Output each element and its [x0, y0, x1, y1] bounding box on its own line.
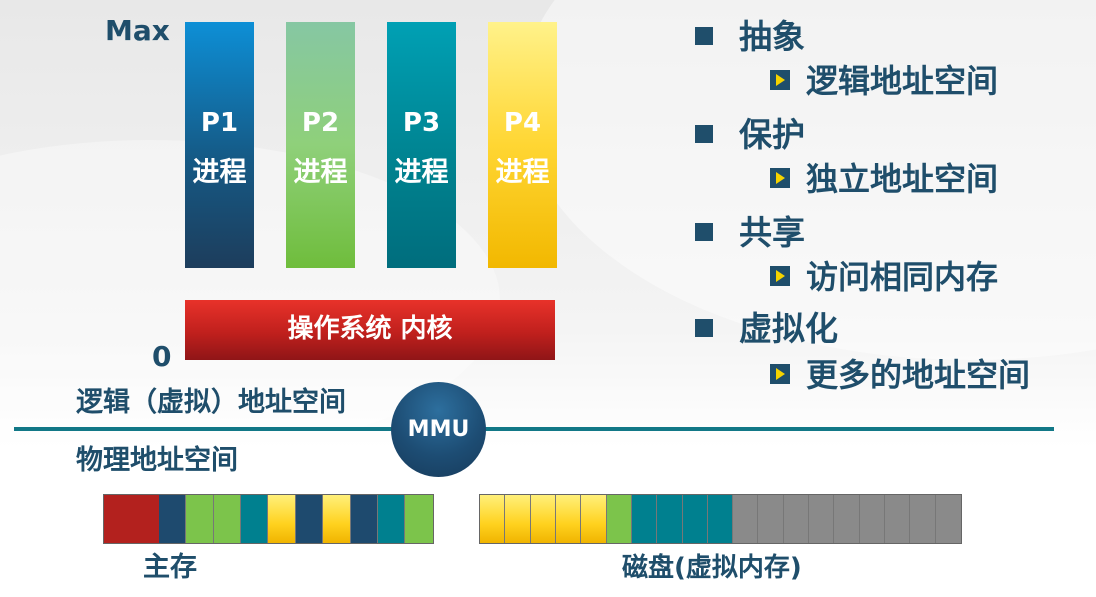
bullet-abstraction-label: 抽象 — [739, 17, 805, 56]
main-memory-block-p1 — [158, 495, 187, 543]
physical-address-space-label: 物理地址空间 — [76, 445, 238, 476]
bullet-protection-label: 保护 — [739, 115, 805, 154]
main-memory-block-p1 — [350, 495, 379, 543]
process-p1-name: P1 — [200, 108, 239, 138]
disk-block-empty — [885, 495, 911, 543]
sub-bullet-protection-label: 独立地址空间 — [806, 160, 999, 198]
bullet-virtualization: 虚拟化 — [695, 302, 838, 350]
bullet-abstraction: 抽象 — [695, 10, 805, 58]
main-memory-block-p2 — [405, 495, 433, 543]
process-p2-word: 进程 — [293, 157, 348, 188]
sub-bullet-protection: 独立地址空间 — [770, 154, 998, 200]
disk-block-p4 — [530, 495, 556, 543]
main-memory-block-p4 — [323, 495, 351, 543]
main-memory-block-p3 — [241, 495, 269, 543]
sub-bullet-sharing-label: 访问相同内存 — [806, 258, 999, 296]
axis-max-label: Max — [105, 14, 170, 47]
disk-label: 磁盘(虚拟内存) — [622, 553, 802, 583]
main-memory-strip — [103, 494, 434, 544]
disk-block-p4 — [505, 495, 531, 543]
disk-block-empty — [859, 495, 885, 543]
triangle-bullet-icon — [770, 168, 790, 188]
disk-block-empty — [733, 495, 759, 543]
mmu-circle: MMU — [391, 382, 486, 477]
disk-block-empty — [783, 495, 810, 543]
disk-block-p3 — [682, 495, 708, 543]
main-memory-block-p2 — [213, 495, 242, 543]
axis-zero-label: 0 — [152, 340, 172, 373]
process-p1-block: P1 进程 — [185, 22, 254, 268]
square-bullet-icon — [695, 222, 713, 241]
process-p1-word: 进程 — [192, 157, 247, 188]
sub-bullet-abstraction: 逻辑地址空间 — [770, 56, 998, 102]
main-memory-label: 主存 — [143, 552, 197, 583]
square-bullet-icon — [695, 124, 713, 143]
disk-block-p3 — [631, 495, 658, 543]
triangle-bullet-icon — [770, 70, 790, 90]
disk-block-p4 — [480, 495, 506, 543]
disk-block-empty — [910, 495, 936, 543]
address-space-divider — [14, 427, 1054, 431]
disk-block-empty — [758, 495, 784, 543]
disk-block-empty — [935, 495, 961, 543]
disk-block-empty — [809, 495, 835, 543]
main-memory-block-p3 — [378, 495, 406, 543]
disk-block-p3 — [707, 495, 734, 543]
bullet-protection: 保护 — [695, 108, 805, 156]
sub-bullet-virtualization: 更多的地址空间 — [770, 350, 1030, 396]
process-p4-name: P4 — [503, 108, 542, 138]
disk-block-p3 — [657, 495, 683, 543]
process-p4-block: P4 进程 — [488, 22, 557, 268]
disk-block-p4 — [555, 495, 582, 543]
disk-block-empty — [834, 495, 860, 543]
bullet-sharing-label: 共享 — [739, 213, 805, 252]
sub-bullet-abstraction-label: 逻辑地址空间 — [806, 62, 999, 100]
triangle-bullet-icon — [770, 364, 790, 384]
square-bullet-icon — [695, 26, 713, 45]
os-kernel-block: 操作系统 内核 — [185, 300, 555, 360]
logical-address-space-label: 逻辑（虚拟）地址空间 — [76, 387, 346, 418]
main-memory-block-p2 — [186, 495, 214, 543]
sub-bullet-virtualization-label: 更多的地址空间 — [806, 356, 1031, 394]
disk-block-p4 — [581, 495, 607, 543]
process-p2-block: P2 进程 — [286, 22, 355, 268]
disk-strip — [479, 494, 962, 544]
process-p3-block: P3 进程 — [387, 22, 456, 268]
square-bullet-icon — [695, 318, 713, 337]
main-memory-block-p1red — [131, 495, 159, 543]
main-memory-block-p1 — [295, 495, 324, 543]
triangle-bullet-icon — [770, 266, 790, 286]
bullet-virtualization-label: 虚拟化 — [739, 309, 838, 348]
sub-bullet-sharing: 访问相同内存 — [770, 252, 998, 298]
process-p4-word: 进程 — [495, 157, 550, 188]
process-p3-name: P3 — [402, 108, 441, 138]
disk-block-p2 — [606, 495, 632, 543]
bullet-sharing: 共享 — [695, 206, 805, 254]
process-p3-word: 进程 — [394, 157, 449, 188]
main-memory-block-p4 — [268, 495, 296, 543]
main-memory-block-p1red — [104, 495, 132, 543]
process-p2-name: P2 — [301, 108, 340, 138]
